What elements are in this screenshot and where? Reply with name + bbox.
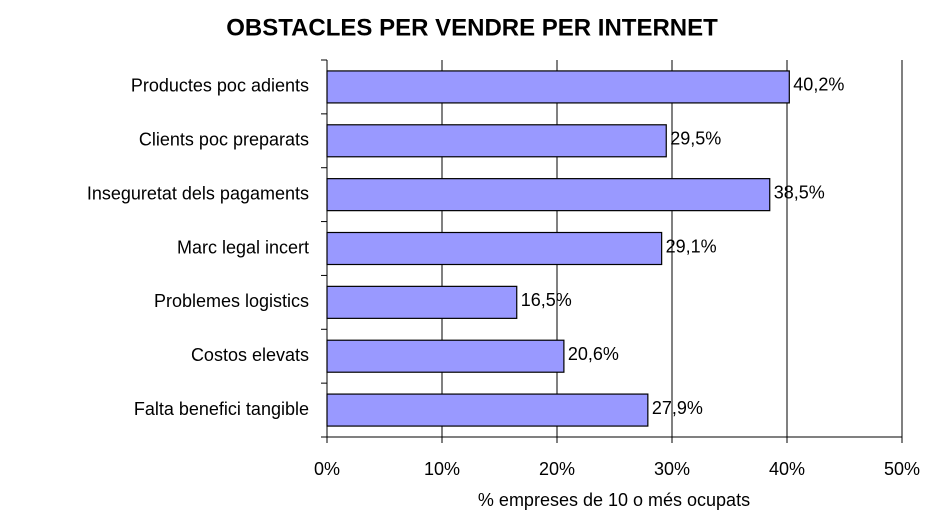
x-tick-label: 30% (654, 459, 690, 479)
bar (326, 231, 663, 266)
value-label: 38,5% (774, 182, 825, 202)
value-label: 29,1% (666, 236, 717, 256)
value-label: 29,5% (670, 129, 721, 149)
y-tick-label: Productes poc adients (131, 76, 309, 96)
chart-title: OBSTACLES PER VENDRE PER INTERNET (226, 14, 718, 41)
y-tick-label: Inseguretat dels pagaments (87, 183, 309, 203)
x-tick-label: 20% (539, 459, 575, 479)
x-tick-label: 0% (314, 459, 340, 479)
bar (326, 393, 649, 427)
value-label: 16,5% (521, 290, 572, 310)
y-tick-label: Falta benefici tangible (134, 399, 309, 419)
bar (326, 339, 565, 373)
value-label: 20,6% (568, 344, 619, 364)
value-label: 40,2% (793, 75, 844, 95)
bar (326, 124, 667, 158)
bar (326, 285, 518, 319)
y-tick-label: Clients poc preparats (139, 130, 309, 150)
x-axis-label: % empreses de 10 o més ocupats (478, 490, 750, 510)
bar (326, 178, 771, 212)
y-tick-label: Costos elevats (191, 345, 309, 365)
x-tick-label: 50% (884, 459, 920, 479)
x-tick-label: 10% (424, 459, 460, 479)
y-tick-label: Problemes logistics (154, 291, 309, 311)
bar (326, 70, 790, 104)
value-label: 27,9% (652, 398, 703, 418)
x-tick-label: 40% (769, 459, 805, 479)
y-tick-label: Marc legal incert (177, 237, 309, 257)
